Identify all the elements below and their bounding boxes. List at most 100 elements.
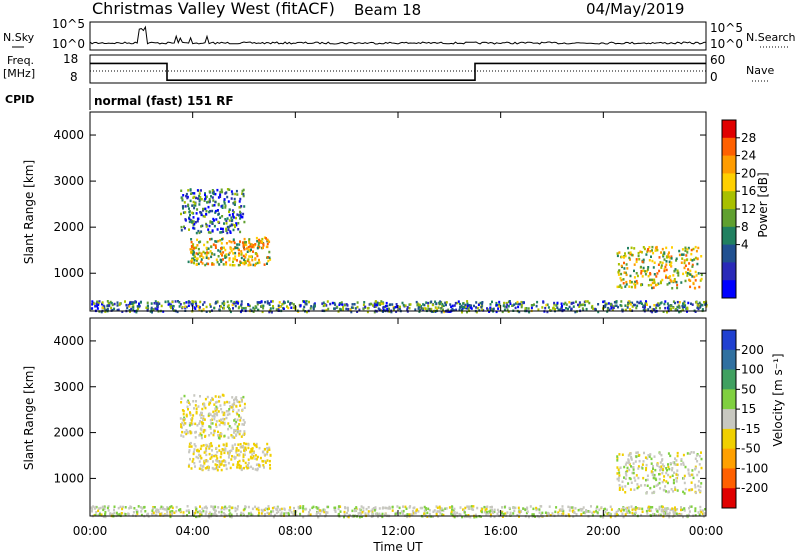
velocity-cell-d (504, 512, 507, 515)
power-cell-d (639, 301, 642, 305)
velocity-cell-d (175, 505, 178, 509)
velocity-cell-a (192, 452, 195, 456)
power-cell-d (289, 303, 291, 306)
velocity-cell-d (173, 511, 176, 514)
velocity-cell-a (250, 447, 253, 451)
y-tick-label: 2000 (53, 220, 84, 234)
velocity-cell-d (118, 513, 121, 516)
velocity-cell-d (694, 507, 697, 510)
velocity-cell-b (184, 418, 186, 421)
power-cell-a (254, 258, 257, 261)
power-cell-a (229, 263, 232, 267)
power-cell-d (172, 307, 174, 311)
power-cell-b (227, 200, 230, 203)
power-cell-b (217, 203, 220, 207)
velocity-cell-d (264, 513, 266, 516)
velocity-cell-c (673, 481, 675, 485)
velocity-cell-c (631, 471, 634, 475)
power-cell-c (623, 267, 626, 270)
velocity-cell-a (206, 466, 209, 469)
power-cell-d (696, 306, 699, 310)
velocity-cell-d (285, 511, 288, 515)
power-cell-c (629, 274, 632, 278)
velocity-cell-b (198, 422, 201, 425)
power-cell-d (691, 303, 694, 306)
power-cell-d (605, 302, 608, 306)
power-cell-b (228, 219, 231, 222)
power-cell-d (409, 303, 412, 306)
power-cell-a (254, 264, 256, 267)
velocity-cell-d (94, 513, 97, 517)
power-cell-c (693, 275, 696, 279)
power-cell-d (184, 305, 187, 308)
power-cell-d (147, 307, 150, 310)
power-cell-d (377, 307, 380, 310)
power-cell-c (697, 272, 700, 275)
power-cell-d (654, 310, 657, 313)
velocity-cell-c (658, 473, 660, 476)
velocity-cell-b (206, 395, 209, 399)
velocity-cell-c (652, 476, 655, 480)
velocity-cell-b (210, 399, 212, 402)
power-cell-a (269, 258, 272, 261)
power-cell-d (705, 303, 708, 307)
power-cell-a (193, 247, 196, 250)
power-cell-d (247, 303, 250, 307)
velocity-cell-b (236, 400, 239, 403)
power-cell-b (213, 224, 216, 228)
power-cell-d (699, 305, 702, 308)
power-cell-d (111, 303, 114, 307)
power-cell-d (674, 301, 676, 305)
velocity-data-layer (90, 393, 706, 519)
velocity-cell-b (190, 419, 193, 422)
power-cell-d (111, 308, 114, 312)
velocity-cell-d (346, 511, 348, 515)
velocity-cell-d (659, 513, 662, 517)
power-cell-c (682, 253, 685, 256)
velocity-cell-a (220, 463, 223, 466)
velocity-cell-d (596, 505, 599, 509)
velocity-cell-a (240, 468, 243, 472)
velocity-cell-a (243, 449, 245, 452)
power-cell-d (610, 305, 613, 308)
velocity-cell-b (199, 413, 202, 417)
velocity-cell-a (227, 456, 230, 459)
velocity-cell-d (609, 515, 612, 519)
power-cell-d (343, 303, 346, 307)
velocity-cell-c (652, 465, 654, 468)
power-cell-d (96, 307, 99, 310)
power-cell-a (215, 240, 218, 243)
power-cell-c (665, 268, 668, 272)
velocity-cell-d (435, 505, 438, 508)
power-cell-b (200, 189, 202, 192)
velocity-cell-d (614, 512, 617, 516)
power-cell-d (597, 310, 600, 314)
velocity-cell-c (683, 481, 686, 485)
velocity-cell-a (206, 459, 209, 463)
power-cell-d (131, 302, 134, 306)
velocity-cell-a (208, 443, 211, 446)
velocity-cell-d (280, 513, 282, 516)
power-cell-d (232, 307, 234, 310)
velocity-cell-d (381, 512, 384, 516)
velocity-cell-d (538, 508, 541, 511)
power-cell-a (232, 247, 235, 251)
velocity-cell-b (220, 421, 223, 424)
velocity-cell-d (169, 505, 172, 509)
velocity-cell-d (676, 508, 679, 511)
velocity-cell-d (668, 511, 671, 515)
power-cell-d (434, 306, 437, 309)
velocity-cell-b (223, 411, 226, 415)
velocity-cell-d (622, 515, 625, 519)
velocity-cell-c (645, 468, 647, 472)
velocity-cell-d (205, 510, 208, 513)
power-cell-c (678, 249, 681, 253)
power-cell-d (530, 306, 533, 310)
velocity-cell-d (167, 507, 170, 511)
velocity-cell-d (204, 512, 207, 516)
power-cell-d (216, 300, 219, 303)
power-cell-b (230, 216, 233, 219)
power-cell-a (243, 262, 246, 266)
velocity-cell-d (453, 515, 456, 519)
velocity-cell-d (391, 509, 394, 512)
